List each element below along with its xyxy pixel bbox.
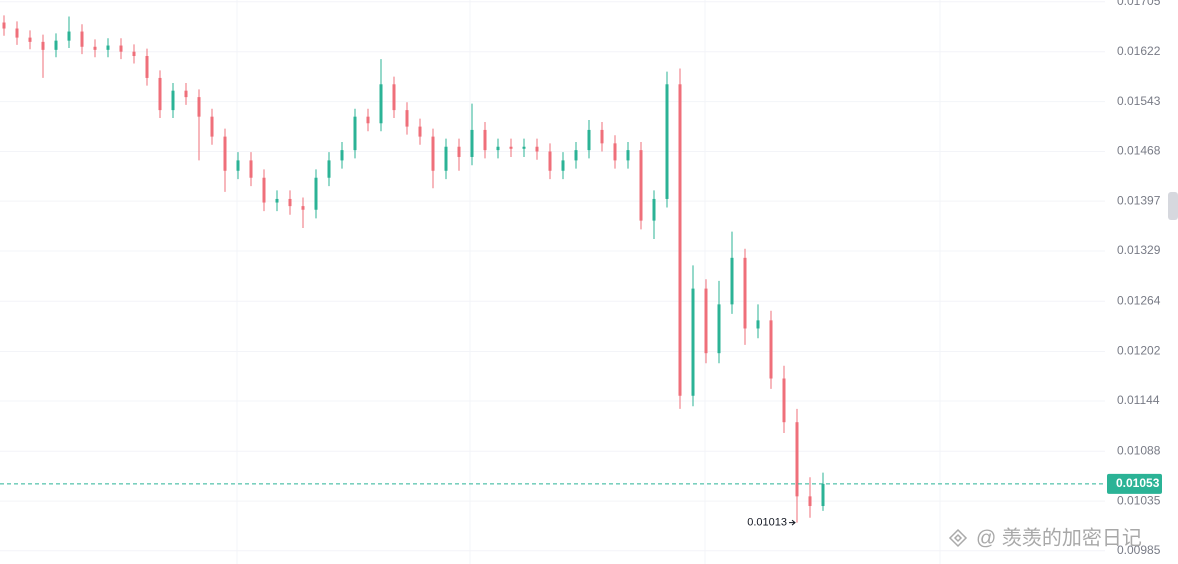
candle-body bbox=[561, 160, 565, 171]
candle-body bbox=[2, 22, 6, 29]
y-tick-label: 0.01705 bbox=[1117, 0, 1161, 8]
candle-body bbox=[444, 146, 448, 171]
candle-body bbox=[756, 320, 760, 329]
candle-body bbox=[249, 160, 253, 178]
candle-body bbox=[184, 90, 188, 98]
watermark-logo bbox=[948, 528, 968, 548]
candle-body bbox=[470, 129, 474, 157]
candle-body bbox=[483, 129, 487, 151]
low-marker-label: 0.01013 bbox=[747, 517, 787, 529]
candle-body bbox=[54, 40, 58, 50]
candle-body bbox=[301, 206, 305, 210]
candle-body bbox=[236, 160, 240, 171]
candle-body bbox=[730, 257, 734, 305]
candle-body bbox=[639, 150, 643, 221]
candle-body bbox=[171, 90, 175, 111]
last-price-label: 0.01053 bbox=[1116, 476, 1160, 490]
candle-body bbox=[691, 288, 695, 396]
candle-body bbox=[808, 496, 812, 507]
candle-body bbox=[80, 31, 84, 47]
candle-body bbox=[613, 143, 617, 161]
y-tick-label: 0.00985 bbox=[1117, 543, 1161, 557]
candle-body bbox=[626, 150, 630, 161]
candle-body bbox=[132, 51, 136, 57]
candle-body bbox=[327, 160, 331, 178]
candle-body bbox=[600, 129, 604, 144]
y-tick-label: 0.01264 bbox=[1117, 293, 1161, 307]
candle-body bbox=[288, 198, 292, 207]
scroll-handle[interactable] bbox=[1168, 192, 1178, 220]
candle-body bbox=[392, 84, 396, 111]
candle-body bbox=[587, 129, 591, 151]
candle-body bbox=[210, 116, 214, 137]
last-price-box bbox=[1107, 473, 1162, 494]
candle-body bbox=[379, 84, 383, 124]
y-tick-label: 0.01202 bbox=[1117, 344, 1161, 358]
vertical-grid bbox=[236, 0, 941, 564]
candle-body bbox=[340, 150, 344, 161]
candle-body bbox=[353, 116, 357, 151]
candle-body bbox=[743, 257, 747, 329]
candle-body bbox=[821, 483, 825, 507]
low-marker-arrow bbox=[789, 519, 796, 526]
candle-body bbox=[314, 177, 318, 210]
candle-body bbox=[457, 146, 461, 157]
candle-body bbox=[93, 46, 97, 50]
candle-body bbox=[145, 56, 149, 78]
y-tick-label: 0.01144 bbox=[1117, 393, 1160, 407]
candle-body bbox=[548, 151, 552, 171]
candle-body bbox=[574, 150, 578, 161]
candle-body bbox=[262, 177, 266, 203]
candle-body bbox=[119, 45, 123, 52]
candle-body bbox=[717, 304, 721, 354]
candle-body bbox=[509, 146, 513, 149]
y-tick-label: 0.01468 bbox=[1117, 144, 1161, 158]
candle-body bbox=[366, 116, 370, 124]
candle-body bbox=[535, 146, 539, 152]
candle-body bbox=[405, 110, 409, 127]
candle-body bbox=[652, 198, 656, 221]
candle-body bbox=[15, 28, 19, 38]
y-tick-label: 0.01329 bbox=[1117, 243, 1161, 257]
candle-body bbox=[41, 41, 45, 50]
y-tick-label: 0.01088 bbox=[1117, 443, 1161, 457]
y-tick-label: 0.01035 bbox=[1117, 493, 1161, 507]
candle-body bbox=[223, 136, 227, 171]
candle-body bbox=[522, 146, 526, 149]
candle-body bbox=[496, 146, 500, 151]
y-tick-label: 0.01397 bbox=[1117, 193, 1161, 207]
candle-body bbox=[106, 45, 110, 50]
candle-body bbox=[197, 97, 201, 117]
candle-body bbox=[67, 31, 71, 41]
candle-body bbox=[665, 84, 669, 199]
candle-body bbox=[431, 136, 435, 171]
watermark: @ 羡羡的加密日记 bbox=[976, 526, 1142, 549]
candle-body bbox=[769, 320, 773, 379]
candle-body bbox=[28, 37, 32, 42]
candle-body bbox=[782, 378, 786, 423]
candle-body bbox=[158, 77, 162, 111]
candle-body bbox=[795, 422, 799, 497]
y-tick-label: 0.01543 bbox=[1117, 94, 1161, 108]
y-tick-label: 0.01622 bbox=[1117, 44, 1161, 58]
candle-body bbox=[678, 84, 682, 396]
candle-body bbox=[418, 126, 422, 137]
candle-body bbox=[704, 288, 708, 354]
candle-body bbox=[275, 198, 279, 203]
